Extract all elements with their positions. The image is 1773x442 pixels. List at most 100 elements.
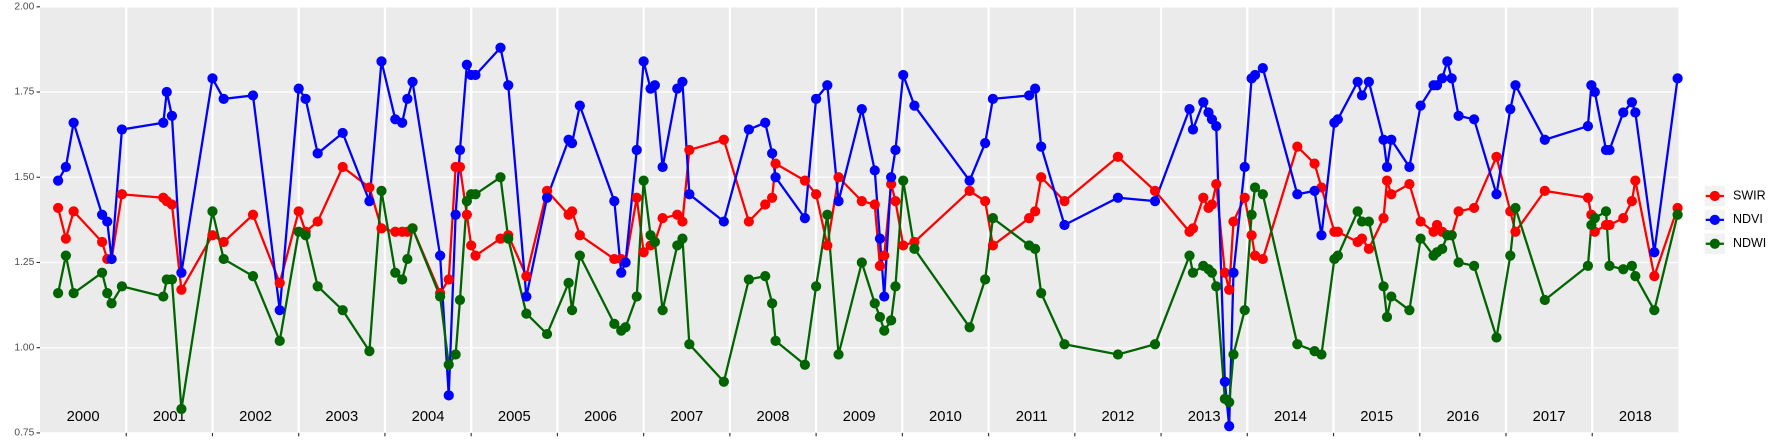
data-point [1386,189,1397,200]
data-point [856,103,867,115]
data-point [1030,243,1041,254]
panel-background [39,6,1679,433]
data-point [1378,281,1389,292]
data-point [822,209,833,220]
data-point [874,311,886,323]
data-point [799,175,811,186]
data-point [1618,264,1629,275]
year-label: 2006 [584,409,617,425]
data-point [1187,124,1199,135]
data-point [1184,250,1195,261]
year-label: 2005 [498,409,531,425]
data-point [1316,230,1327,241]
data-point [450,349,461,360]
data-point [1446,230,1457,241]
data-point [563,277,574,289]
data-point [541,328,553,340]
data-point [521,291,532,302]
legend-label: NDVI [1733,212,1763,226]
year-label: 2012 [1102,409,1135,425]
data-point [293,206,304,217]
data-point [767,148,778,159]
data-point [874,260,886,271]
data-point [718,216,729,227]
data-point [638,56,649,67]
data-point [521,270,532,282]
data-point [495,233,506,244]
data-point [1228,216,1239,227]
data-point [106,253,117,265]
legend-point [1709,190,1720,202]
legend-label: SWIR [1733,188,1766,202]
data-point [1356,90,1368,101]
data-point [1356,233,1368,244]
data-point [96,267,108,278]
data-point [649,236,660,248]
data-point [684,339,695,350]
legend-point [1709,238,1720,249]
data-point [743,124,754,135]
data-point [1618,213,1629,224]
data-point [810,189,822,200]
data-point [450,209,461,220]
data-point [60,250,71,261]
data-point [574,230,585,241]
data-point [1649,305,1660,316]
data-point [1468,202,1480,214]
data-point [1239,161,1250,173]
data-point [274,335,285,346]
data-point [407,223,418,234]
data-point [390,267,401,278]
data-point [1249,69,1261,81]
y-tick-label: 1.25 [14,257,34,268]
year-label: 2016 [1446,409,1479,425]
data-point [890,144,901,156]
data-point [743,274,754,285]
data-point [898,69,909,81]
data-point [856,196,867,207]
data-point [397,274,408,285]
data-point [1363,243,1374,254]
data-point [1224,420,1235,432]
data-point [1491,151,1502,162]
data-point [770,335,781,346]
data-point [312,281,323,292]
data-point [1184,103,1195,115]
data-point [649,80,660,91]
data-point [470,189,481,200]
y-tick-label: 1.50 [14,172,34,183]
data-point [760,117,771,128]
data-point [1378,134,1389,145]
data-point [402,253,413,265]
data-point [684,144,695,156]
data-point [657,161,668,173]
data-point [1649,270,1660,282]
data-point [1453,257,1464,268]
data-point [980,196,991,207]
data-point [1386,134,1397,145]
data-point [1630,270,1641,282]
data-point [1352,76,1363,87]
data-point [96,236,108,248]
data-point [293,83,304,94]
data-point [1332,226,1343,237]
data-point [274,277,285,289]
data-point [1589,213,1600,224]
data-point [1582,192,1594,203]
data-point [443,274,454,285]
data-point [1309,158,1320,169]
data-point [1381,161,1393,173]
data-point [454,161,466,173]
data-point [300,93,311,104]
year-label: 2001 [153,409,186,425]
data-point [454,294,466,306]
data-point [1149,196,1161,207]
year-label: 2007 [670,409,703,425]
data-point [364,182,375,193]
data-point [1604,144,1615,156]
data-point [760,199,771,210]
data-point [987,93,999,104]
data-point [909,100,920,111]
data-point [1211,178,1222,190]
